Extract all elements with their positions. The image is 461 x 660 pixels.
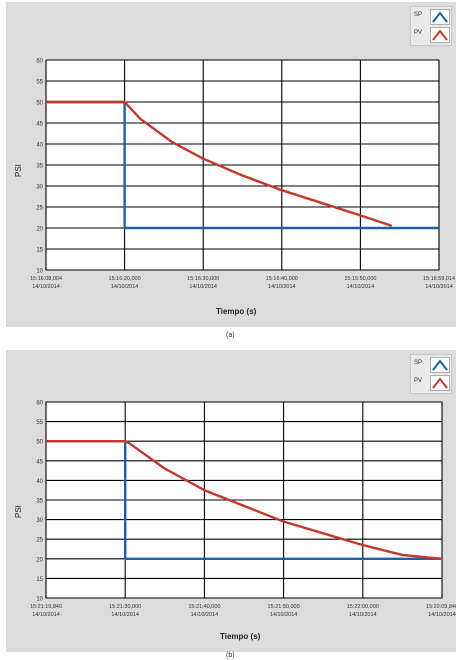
legend-label-pv: PV: [414, 30, 423, 36]
chart-panel-b: SP PV PSI 10 15 20 25 30 35 40 45 50 55 60 15:21:19…: [6, 350, 456, 652]
x-tick-label: 14/10/2014: [111, 284, 139, 290]
legend-label-sp: SP: [414, 360, 423, 366]
y-tick-label: 20: [36, 227, 43, 233]
y-tick-label: 45: [36, 122, 43, 128]
y-tick-label: 50: [36, 101, 43, 107]
x-tick-label: 15:16:30,000: [187, 276, 219, 282]
x-tick-label: 14/10/2014: [425, 284, 453, 290]
x-tick-label: 15:16:20,000: [109, 276, 141, 282]
y-tick-label: 15: [36, 577, 43, 583]
x-tick-label: 15:16:59,014: [423, 276, 455, 282]
chart-b: 10 15 20 25 30 35 40 45 50 55 60 15:21:19,840 14/10/…: [30, 401, 456, 619]
legend-label-sp: SP: [414, 12, 423, 18]
y-tick-label: 60: [36, 59, 43, 65]
y-tick-label: 55: [36, 420, 43, 426]
y-tick-label: 45: [36, 459, 43, 465]
y-tick-label: 25: [36, 538, 43, 544]
y-tick-label: 35: [36, 499, 43, 505]
x-tick-label: 15:21:50,000: [268, 604, 300, 610]
x-tick-label: 15:21:19,840: [30, 604, 62, 610]
x-tick-label: 15:16:08,004: [30, 276, 62, 282]
x-axis-label-b: Tiempo (s): [220, 632, 261, 641]
legend-item-sp: SP: [414, 9, 450, 25]
y-tick-label: 30: [36, 518, 43, 524]
legend-item-pv: PV: [414, 27, 450, 43]
caption-a: (a): [226, 332, 235, 339]
y-tick-label: 10: [36, 597, 43, 603]
legend-label-pv: PV: [414, 378, 423, 384]
chart-panel-a: SP PV PSI 10 15 20 25 30 35 40 45 50 55 60 15:16:08…: [6, 2, 456, 327]
y-tick-label: 30: [36, 185, 43, 191]
x-tick-label: 15:16:40,000: [266, 276, 298, 282]
x-tick-label: 15:21:30,000: [109, 604, 141, 610]
y-tick-label: 20: [36, 557, 43, 563]
pv-line-swatch-icon: [430, 27, 450, 43]
legend-b: SP PV: [410, 354, 452, 394]
x-tick-label: 15:22:09,840: [426, 604, 456, 610]
sp-line-swatch-icon: [430, 9, 450, 25]
caption-b: (b): [226, 652, 235, 659]
y-tick-label: 25: [36, 206, 43, 212]
x-tick-label: 14/10/2014: [428, 612, 456, 618]
y-tick-label: 35: [36, 164, 43, 170]
y-tick-label: 50: [36, 440, 43, 446]
legend-item-sp: SP: [414, 357, 450, 373]
sp-line-swatch-icon: [430, 357, 450, 373]
x-tick-label: 14/10/2014: [268, 284, 296, 290]
pv-line-swatch-icon: [430, 375, 450, 391]
x-tick-label: 14/10/2014: [32, 284, 60, 290]
x-tick-label: 15:16:50,000: [344, 276, 376, 282]
x-axis-label-a: Tiempo (s): [216, 307, 257, 316]
x-tick-label: 15:21:40,000: [188, 604, 220, 610]
x-tick-label: 14/10/2014: [347, 284, 375, 290]
x-tick-label: 15:22:00,000: [347, 604, 379, 610]
x-tick-label: 14/10/2014: [111, 612, 139, 618]
x-tick-label: 14/10/2014: [32, 612, 60, 618]
y-tick-label: 40: [36, 143, 43, 149]
y-tick-label: 10: [36, 269, 43, 275]
legend-item-pv: PV: [414, 375, 450, 391]
y-tick-label: 60: [36, 401, 43, 407]
series-line-pv: [46, 100, 393, 228]
x-tick-label: 14/10/2014: [270, 612, 298, 618]
series-line-pv: [46, 439, 443, 560]
y-tick-label: 15: [36, 248, 43, 254]
y-tick-label: 40: [36, 479, 43, 485]
chart-a: 10 15 20 25 30 35 40 45 50 55 60 15:16:08,004 14/10/…: [30, 59, 455, 291]
x-tick-label: 14/10/2014: [191, 612, 219, 618]
y-tick-label: 55: [36, 80, 43, 86]
x-tick-label: 14/10/2014: [189, 284, 217, 290]
x-tick-label: 14/10/2014: [349, 612, 377, 618]
legend-a: SP PV: [410, 6, 452, 46]
